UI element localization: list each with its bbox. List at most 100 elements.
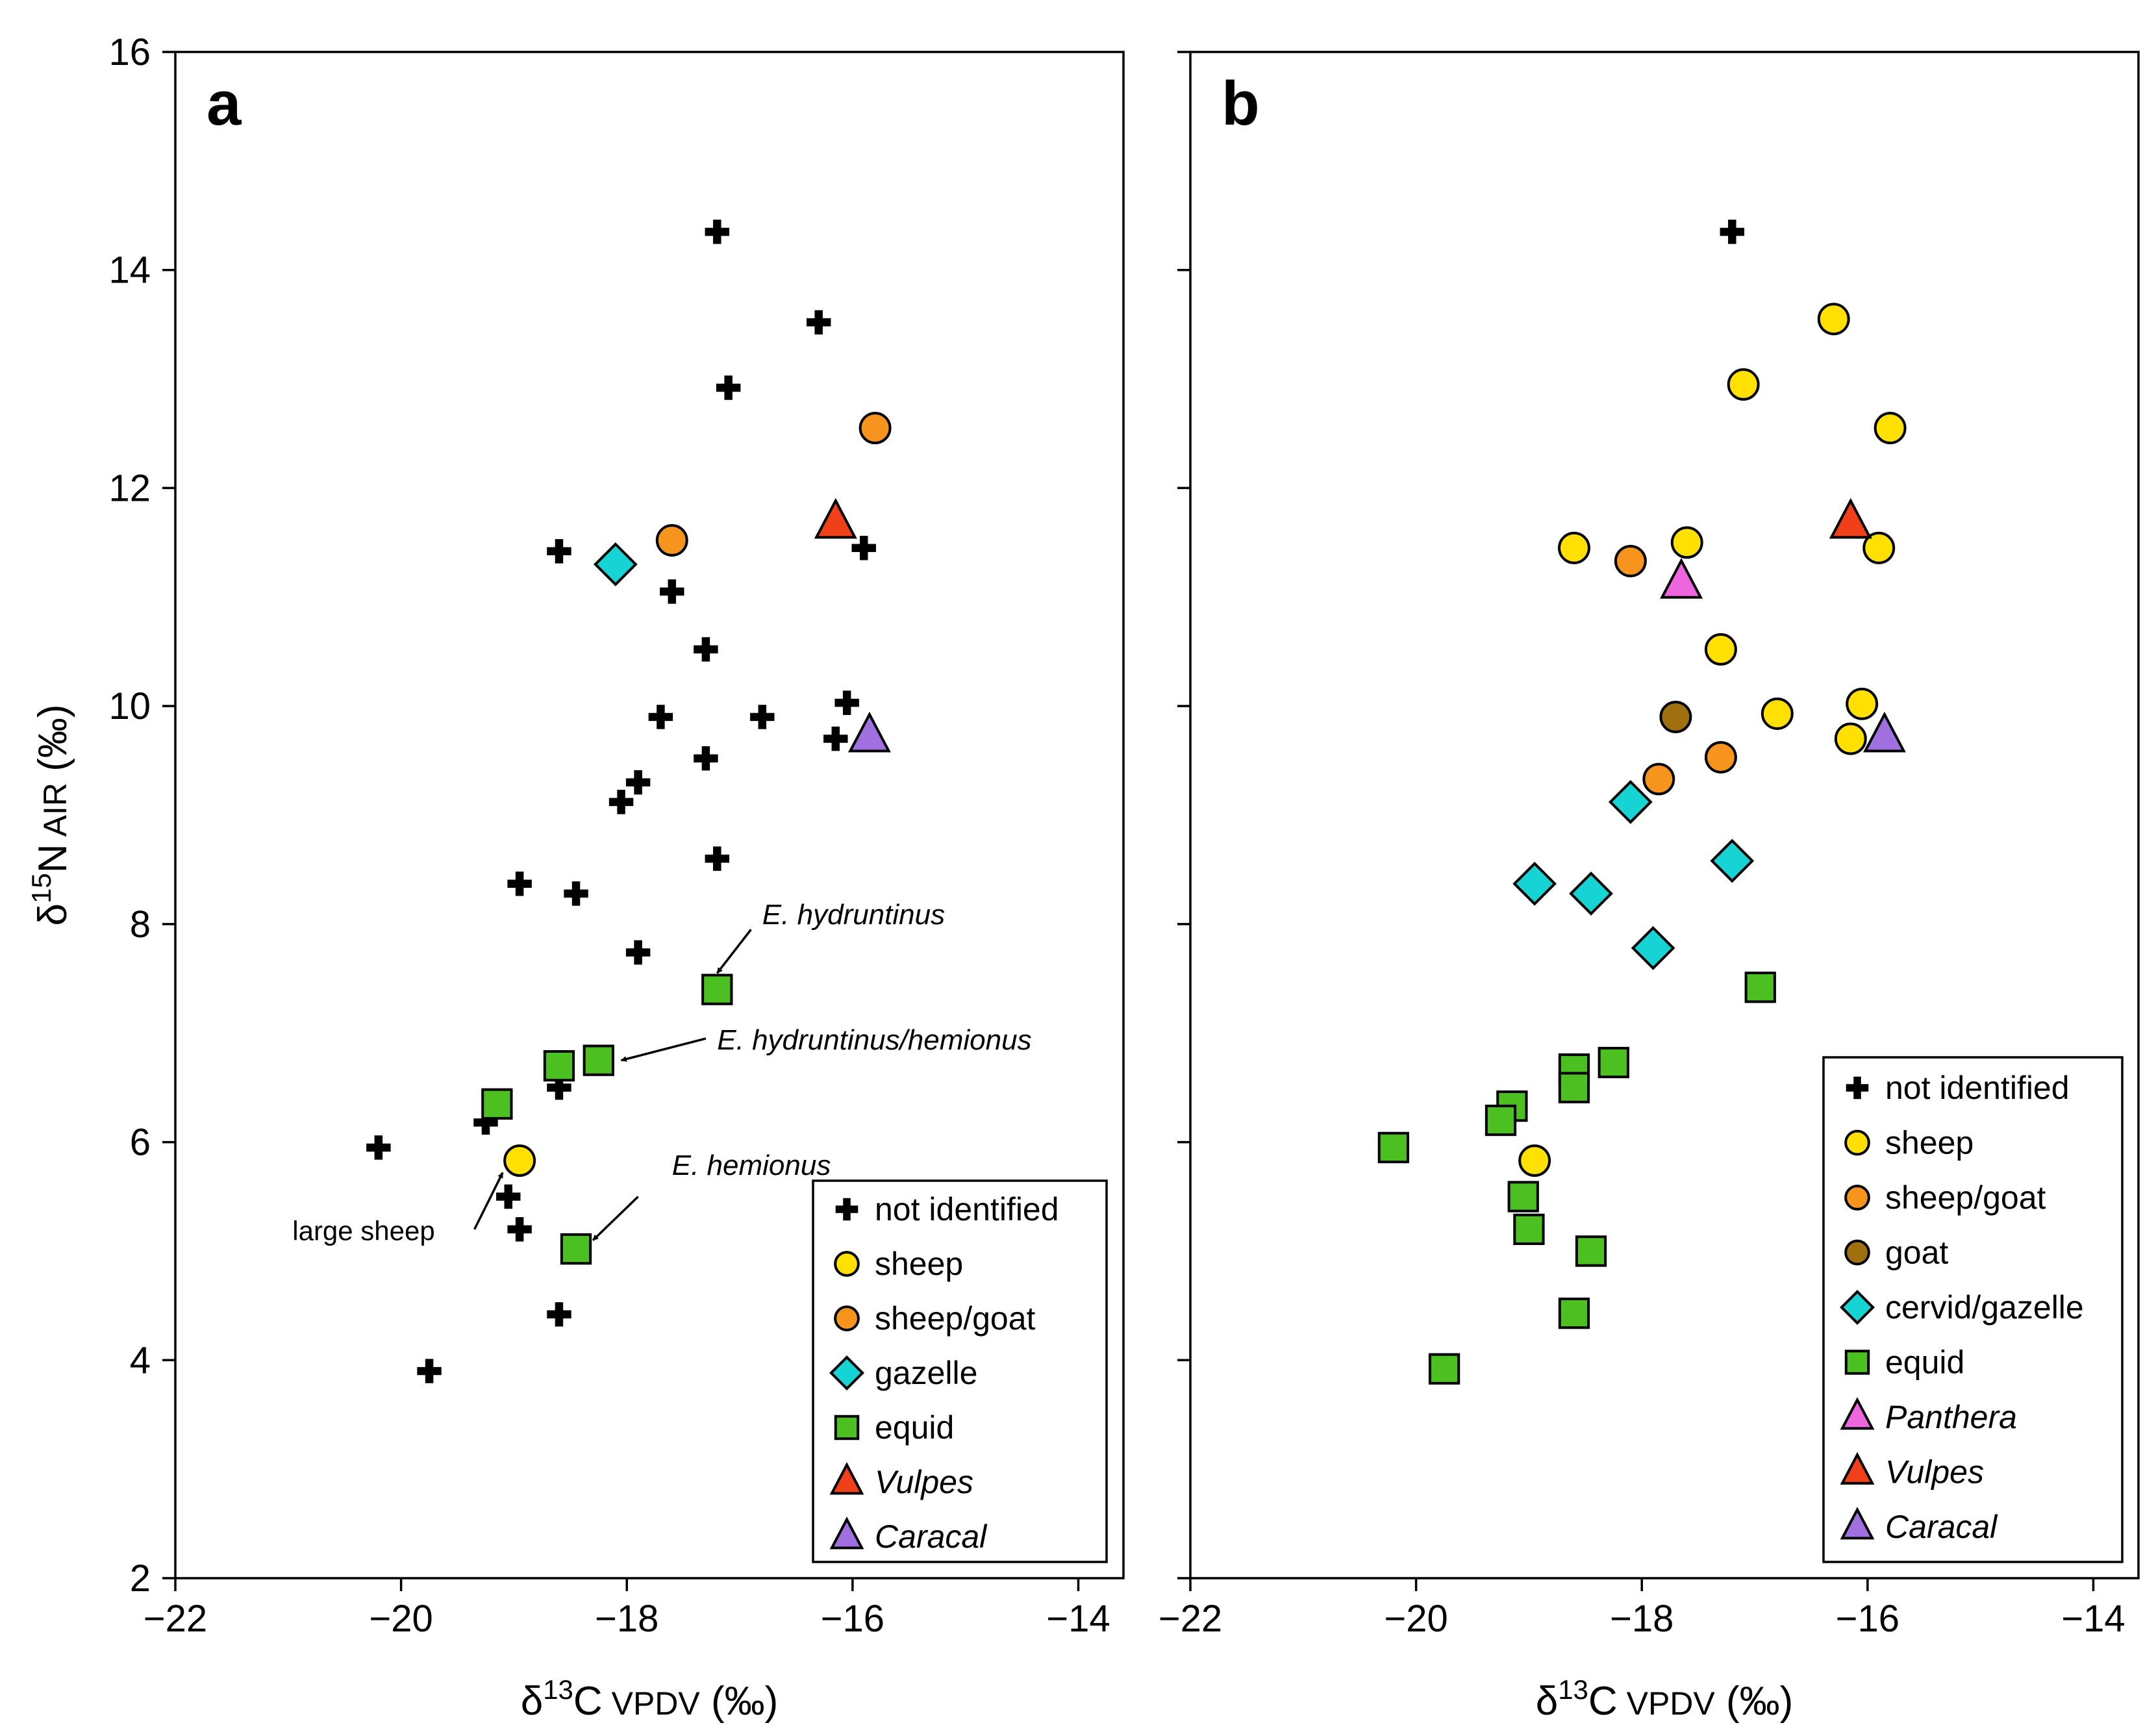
x-tick-label: −20 <box>1384 1598 1448 1640</box>
legend-marker-cervid_gazelle <box>1840 1290 1875 1325</box>
data-point-not_identified <box>823 726 848 751</box>
x-tick-label: −16 <box>821 1598 884 1640</box>
data-point-vulpes <box>814 497 857 539</box>
data-point-sheep <box>1670 526 1703 559</box>
legend-label: Panthera <box>1885 1399 2017 1435</box>
data-point-not_identified <box>660 579 684 604</box>
y-tick-label: 4 <box>130 1339 151 1381</box>
legend-marker-sheep_goat <box>1844 1185 1870 1211</box>
data-point-not_identified <box>806 310 831 335</box>
x-axis-title: δ13C VPDV (‰) <box>1536 1674 1794 1724</box>
panel-label: b <box>1222 69 1260 138</box>
legend-label: sheep/goat <box>1885 1179 2046 1216</box>
plot-frame <box>174 51 1125 1579</box>
data-point-sheep <box>1558 531 1590 564</box>
data-point-not_identified <box>705 220 730 244</box>
legend: not identified sheep sheep/goat goat cervid/… <box>1822 1056 2124 1563</box>
axis-title-part: VPDV <box>603 1685 701 1722</box>
data-point-cervid_gazelle <box>1710 838 1755 883</box>
data-point-equid <box>1558 1072 1590 1103</box>
data-point-not_identified <box>507 1217 532 1242</box>
data-point-equid <box>583 1044 614 1076</box>
data-point-not_identified <box>366 1135 391 1160</box>
data-point-equid <box>1485 1104 1517 1137</box>
y-tick-label: 8 <box>130 903 151 946</box>
axis-title-part: C <box>573 1679 603 1724</box>
data-point-not_identified <box>705 846 730 871</box>
data-point-equid <box>1507 1181 1539 1213</box>
data-point-sheep <box>1727 368 1760 401</box>
data-point-not_identified <box>694 746 718 771</box>
data-point-equid <box>701 974 733 1005</box>
data-point-equid <box>1575 1235 1607 1267</box>
axis-title-part: C <box>1588 1679 1618 1724</box>
data-point-not_identified <box>694 637 718 662</box>
annotation-label: E. hydruntinus <box>762 899 945 931</box>
legend-marker-gazelle <box>829 1355 864 1390</box>
legend-marker-sheep <box>834 1251 860 1277</box>
legend-label: Vulpes <box>1885 1454 1984 1491</box>
data-point-not_identified <box>547 1075 571 1100</box>
panel-label: a <box>207 69 242 138</box>
annotation-arrow <box>716 929 752 974</box>
legend-label: not identified <box>1885 1070 2070 1106</box>
y-axis-title: δ15N AIR (‰) <box>26 704 75 925</box>
data-point-sheep_goat <box>655 524 688 557</box>
data-point-caracal <box>1862 711 1906 753</box>
data-point-sheep <box>1704 633 1737 666</box>
data-point-not_identified <box>547 539 571 564</box>
data-point-equid <box>1558 1297 1590 1329</box>
data-point-cervid_gazelle <box>1631 925 1675 970</box>
y-tick-label: 16 <box>108 31 151 73</box>
annotation-label: E. hemionus <box>672 1150 831 1181</box>
data-point-sheep <box>1846 687 1879 720</box>
annotation-label: large sheep <box>292 1216 435 1246</box>
y-tick-label: 6 <box>130 1122 151 1164</box>
data-point-equid <box>1744 972 1776 1003</box>
axis-title-part: 13 <box>543 1674 573 1705</box>
data-point-equid <box>1377 1131 1409 1164</box>
data-point-sheep_goat <box>1614 544 1647 577</box>
data-point-cervid_gazelle <box>1608 779 1653 824</box>
annotation-arrow <box>620 1037 707 1063</box>
data-point-cervid_gazelle <box>1512 861 1557 906</box>
axis-title-part: δ <box>521 1679 544 1724</box>
data-point-equid <box>1598 1046 1629 1079</box>
legend-marker-not_identified <box>835 1198 859 1221</box>
data-point-not_identified <box>417 1359 442 1383</box>
legend-marker-equid <box>1844 1350 1870 1375</box>
annotation-arrow <box>473 1172 504 1230</box>
x-axis-title: δ13C VPDV (‰) <box>521 1674 779 1724</box>
data-point-not_identified <box>473 1110 498 1135</box>
data-point-not_identified <box>851 536 876 560</box>
data-point-sheep_goat <box>1704 741 1737 774</box>
panel-b: −22 −20 −18 −16 −14 δ13C VPDV (‰) b not identif… <box>1159 51 2140 1724</box>
data-point-sheep_goat <box>1642 762 1675 796</box>
legend-label: cervid/gazelle <box>1885 1289 2084 1326</box>
data-point-caracal <box>847 711 891 753</box>
legend-label: Caracal <box>875 1518 988 1555</box>
data-point-equid <box>543 1050 575 1082</box>
x-tick-label: −18 <box>1610 1598 1673 1640</box>
data-point-equid <box>560 1233 592 1265</box>
data-point-sheep <box>1817 303 1850 336</box>
data-point-equid <box>1428 1353 1460 1385</box>
axis-title-part: (‰) <box>1715 1679 1794 1724</box>
legend: not identified sheep sheep/goat gazelle equi… <box>812 1179 1108 1563</box>
data-point-sheep <box>1761 697 1794 730</box>
x-tick-label: −22 <box>144 1598 207 1640</box>
x-tick-label: −22 <box>1159 1598 1222 1640</box>
axis-title-part: δ <box>31 903 75 926</box>
legend-label: gazelle <box>875 1355 977 1391</box>
y-tick-label: 10 <box>108 685 151 727</box>
data-point-not_identified <box>750 705 775 729</box>
data-point-not_identified <box>834 690 859 715</box>
data-point-gazelle <box>593 542 638 586</box>
legend-label: goat <box>1885 1235 1948 1271</box>
x-tick-label: −16 <box>1836 1598 1899 1640</box>
axis-title-part: (‰) <box>700 1679 779 1724</box>
axis-title-part: AIR <box>37 783 73 844</box>
data-point-sheep <box>503 1144 536 1177</box>
data-point-panthera <box>1660 558 1703 599</box>
